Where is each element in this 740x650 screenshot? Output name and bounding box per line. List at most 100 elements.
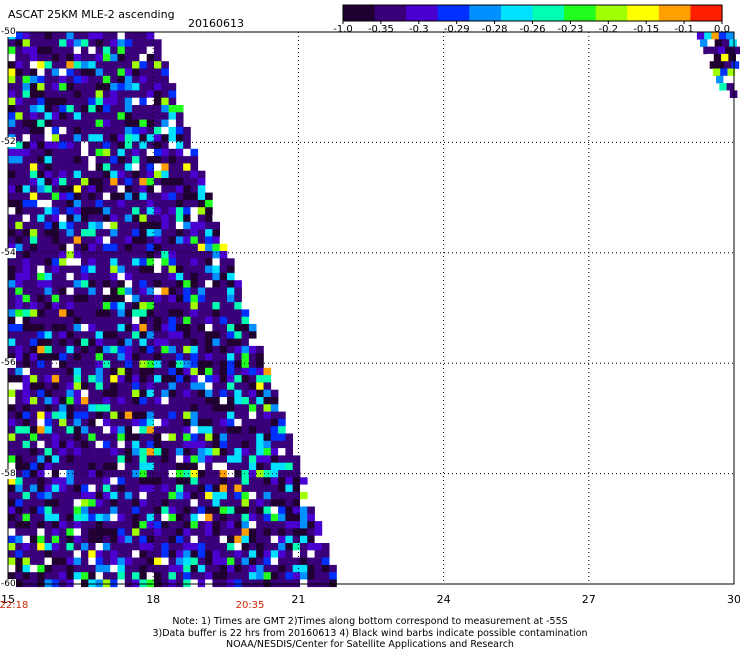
heatmap-cell	[73, 214, 82, 223]
heatmap-cell	[37, 550, 45, 558]
heatmap-cell	[110, 324, 118, 332]
heatmap-cell	[88, 316, 96, 325]
heatmap-cell	[95, 572, 104, 580]
heatmap-cell	[146, 309, 155, 317]
heatmap-cell	[110, 214, 118, 223]
heatmap-cell	[183, 572, 191, 580]
heatmap-cell	[721, 53, 729, 62]
heatmap-cell	[132, 462, 140, 471]
heatmap-cell	[8, 411, 16, 420]
heatmap-cell	[234, 550, 242, 558]
heatmap-cell	[124, 32, 133, 40]
heatmap-cell	[95, 258, 104, 266]
heatmap-cell	[110, 338, 118, 347]
heatmap-cell	[88, 229, 96, 237]
heatmap-cell	[719, 83, 727, 91]
heatmap-cell	[15, 324, 23, 332]
heatmap-cell	[81, 97, 89, 106]
heatmap-cell	[8, 345, 16, 354]
heatmap-cell	[22, 426, 31, 434]
heatmap-cell	[161, 287, 169, 296]
heatmap-cell	[175, 258, 184, 266]
heatmap-cell	[205, 557, 213, 566]
heatmap-cell	[117, 572, 126, 580]
heatmap-cell	[146, 491, 155, 500]
heatmap-cell	[117, 302, 126, 310]
heatmap-cell	[102, 470, 111, 478]
heatmap-cell	[227, 543, 235, 551]
heatmap-cell	[227, 506, 235, 515]
heatmap-cell	[212, 280, 220, 288]
heatmap-cell	[292, 572, 301, 580]
heatmap-cell	[37, 404, 45, 412]
heatmap-cell	[124, 302, 133, 310]
heatmap-cell	[146, 112, 155, 120]
heatmap-cell	[29, 353, 38, 361]
heatmap-cell	[37, 280, 45, 288]
heatmap-cell	[88, 535, 96, 544]
heatmap-cell	[307, 499, 315, 507]
heatmap-cell	[161, 426, 169, 434]
heatmap-cell	[175, 477, 184, 485]
heatmap-cell	[73, 294, 82, 303]
heatmap-cell	[212, 499, 220, 507]
heatmap-cell	[8, 528, 16, 536]
heatmap-cell	[278, 521, 286, 529]
heatmap-cell	[146, 448, 155, 456]
heatmap-cell	[81, 550, 89, 558]
heatmap-cell	[132, 397, 140, 405]
heatmap-cell	[219, 258, 228, 266]
heatmap-cell	[117, 411, 126, 420]
heatmap-cell	[146, 557, 155, 566]
heatmap-cell	[95, 579, 104, 588]
heatmap-cell	[132, 112, 140, 120]
heatmap-cell	[73, 97, 82, 106]
heatmap-cell	[175, 185, 184, 193]
heatmap-cell	[248, 550, 257, 558]
heatmap-cell	[256, 557, 264, 566]
heatmap-cell	[59, 287, 67, 296]
heatmap-cell	[102, 316, 111, 325]
heatmap-cell	[241, 470, 250, 478]
heatmap-cell	[88, 477, 96, 485]
heatmap-cell	[117, 126, 126, 135]
heatmap-cells	[8, 32, 740, 588]
heatmap-cell	[66, 280, 74, 288]
heatmap-cell	[285, 448, 293, 456]
heatmap-cell	[110, 557, 118, 566]
heatmap-cell	[8, 506, 16, 515]
heatmap-cell	[117, 397, 126, 405]
heatmap-cell	[241, 331, 250, 339]
heatmap-cell	[124, 272, 133, 281]
heatmap-cell	[212, 426, 220, 434]
heatmap-cell	[219, 579, 228, 588]
heatmap-cell	[81, 440, 89, 449]
heatmap-cell	[146, 331, 155, 339]
heatmap-cell	[256, 491, 264, 500]
heatmap-cell	[723, 75, 731, 84]
heatmap-cell	[146, 367, 155, 376]
heatmap-cell	[44, 68, 53, 77]
heatmap-cell	[81, 331, 89, 339]
heatmap-cell	[154, 499, 162, 507]
heatmap-cell	[44, 382, 53, 390]
heatmap-cell	[292, 484, 301, 493]
heatmap-cell	[270, 426, 279, 434]
heatmap-cell	[212, 557, 220, 566]
heatmap-cell	[146, 375, 155, 383]
heatmap-cell	[22, 338, 31, 347]
heatmap-cell	[66, 112, 74, 120]
heatmap-cell	[117, 272, 126, 281]
heatmap-cell	[124, 564, 133, 573]
heatmap-cell	[219, 353, 228, 361]
colorbar-segment	[532, 5, 565, 21]
heatmap-cell	[15, 97, 23, 106]
heatmap-cell	[15, 61, 23, 69]
heatmap-cell	[146, 513, 155, 522]
heatmap-cell	[285, 484, 293, 493]
heatmap-cell	[95, 404, 104, 412]
heatmap-cell	[132, 557, 140, 566]
heatmap-cell	[263, 506, 272, 515]
heatmap-cell	[183, 214, 191, 223]
heatmap-cell	[110, 418, 118, 427]
